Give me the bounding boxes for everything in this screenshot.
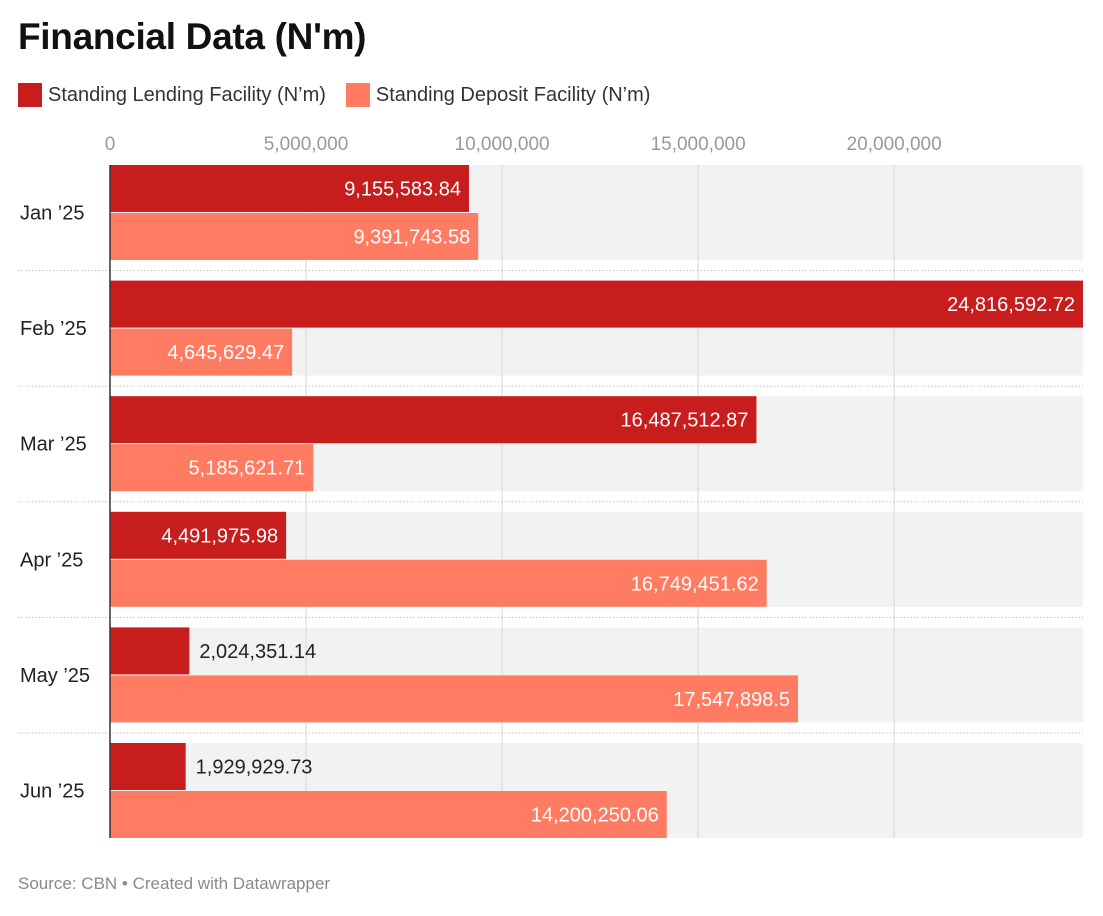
category-label: Feb ’25 <box>20 318 87 340</box>
bar-deposit <box>110 444 314 492</box>
legend-item-deposit: Standing Deposit Facility (N’m) <box>345 83 651 107</box>
data-label-deposit: 14,200,250.06 <box>531 805 659 827</box>
bar-deposit <box>110 328 293 376</box>
x-tick-label: 0 <box>105 134 116 155</box>
x-tick-label: 20,000,000 <box>847 134 942 155</box>
data-label-lending: 9,155,583.84 <box>344 179 461 201</box>
bar-lending <box>110 280 1083 328</box>
x-tick-label: 5,000,000 <box>264 134 349 155</box>
bar-deposit <box>110 791 667 838</box>
source-footer: Source: CBN • Created with Datawrapper <box>18 874 331 893</box>
legend-label-lending: Standing Lending Facility (N’m) <box>48 83 326 106</box>
category-label: Mar ’25 <box>20 434 87 456</box>
data-label-lending: 16,487,512.87 <box>621 410 749 432</box>
legend-label-deposit: Standing Deposit Facility (N’m) <box>375 83 651 106</box>
data-label-deposit: 16,749,451.62 <box>631 573 759 595</box>
chart-title: Financial Data (N'm) <box>18 16 367 57</box>
data-label-lending: 2,024,351.14 <box>199 641 316 663</box>
data-label-deposit: 4,645,629.47 <box>167 342 284 364</box>
legend: Standing Lending Facility (N’m) Standing… <box>18 83 670 107</box>
data-label-lending: 4,491,975.98 <box>161 525 278 547</box>
bar-lending <box>110 743 186 790</box>
bar-lending <box>110 511 287 559</box>
legend-swatch-lending <box>18 83 42 107</box>
bar-lending <box>110 165 469 212</box>
bar-lending <box>110 396 757 444</box>
legend-item-lending: Standing Lending Facility (N’m) <box>18 83 326 107</box>
data-label-deposit: 17,547,898.5 <box>673 689 790 711</box>
data-label-lending: 24,816,592.72 <box>947 294 1075 316</box>
category-label: Apr ’25 <box>20 549 83 571</box>
legend-swatch-deposit <box>345 83 370 107</box>
bar-deposit <box>110 213 479 260</box>
data-label-deposit: 9,391,743.58 <box>353 227 470 249</box>
category-label: May ’25 <box>20 665 90 687</box>
bar-deposit <box>110 559 767 607</box>
category-label: Jun ’25 <box>20 781 85 803</box>
bar-deposit <box>110 675 799 723</box>
x-tick-label: 15,000,000 <box>651 134 746 155</box>
bar-chart: 0 5,000,000 10,000,000 15,000,000 20,000,000… <box>18 134 1083 838</box>
data-label-lending: 1,929,929.73 <box>196 757 313 779</box>
bar-lending <box>110 627 190 675</box>
category-label: Jan ’25 <box>20 203 85 225</box>
data-label-deposit: 5,185,621.71 <box>189 458 306 480</box>
x-tick-label: 10,000,000 <box>455 134 550 155</box>
